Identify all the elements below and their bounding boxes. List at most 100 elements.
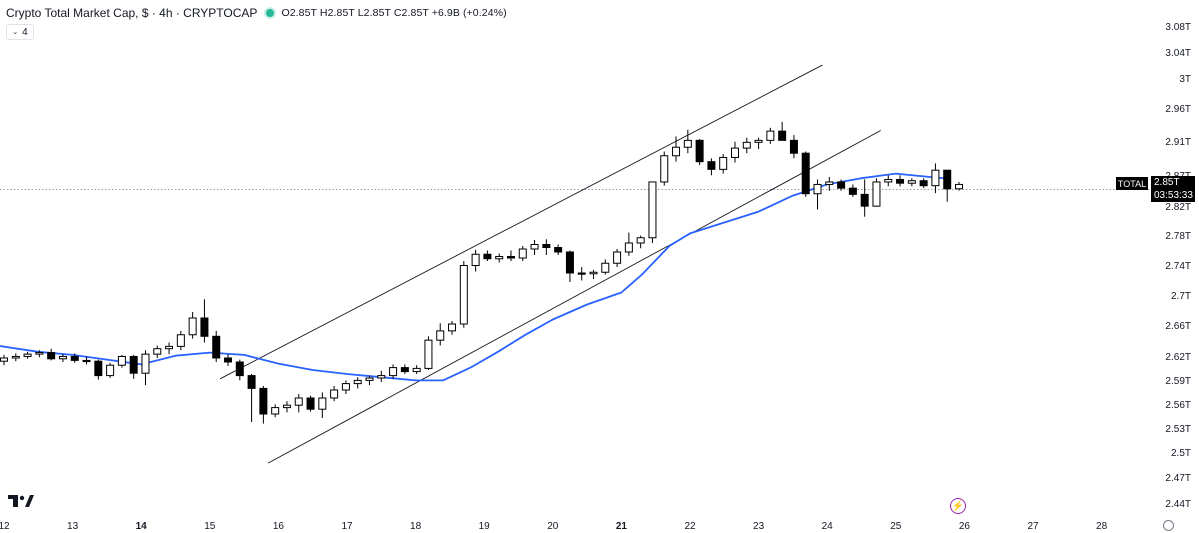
candle[interactable] [94,359,103,380]
candle[interactable] [483,250,492,262]
candle[interactable] [247,374,256,422]
candle[interactable] [766,127,775,144]
candle[interactable] [129,354,138,379]
candle[interactable] [365,375,374,386]
candle[interactable] [188,312,197,339]
candle[interactable] [506,250,515,262]
candle[interactable] [471,249,480,272]
candle[interactable] [282,401,291,413]
candle[interactable] [318,392,327,418]
candle[interactable] [577,267,586,281]
candle[interactable] [271,404,280,418]
candle[interactable] [306,395,315,412]
candle[interactable] [565,250,574,283]
candle-body-up [601,262,610,273]
candle[interactable] [719,154,728,174]
candle[interactable] [200,299,209,343]
candle[interactable] [742,137,751,154]
candle-body-up [813,183,822,195]
candle[interactable] [117,354,126,368]
candle[interactable] [825,177,834,191]
candle[interactable] [542,239,551,255]
candle[interactable] [636,235,645,249]
candle-body-up [459,265,468,325]
candle[interactable] [141,350,150,386]
candle[interactable] [778,121,787,141]
candle[interactable] [907,178,916,187]
candle[interactable] [530,240,539,255]
candle[interactable] [789,135,798,159]
candle[interactable] [176,330,185,351]
candle[interactable] [424,336,433,370]
candle[interactable] [837,179,846,191]
candle[interactable] [613,249,622,267]
candle[interactable] [459,261,468,328]
candle[interactable] [224,354,233,366]
channel-line[interactable] [267,130,881,464]
ohlc-values: O2.85T H2.85T L2.85T C2.85T +6.9B (+0.24… [281,7,507,19]
candle[interactable] [707,158,716,176]
candle[interactable] [518,246,527,261]
candle[interactable] [695,139,704,166]
candle[interactable] [389,364,398,379]
indicator-collapse-button[interactable]: ⌄ 4 [6,24,34,40]
channel-line[interactable] [219,64,823,380]
candle[interactable] [624,232,633,256]
candle[interactable] [601,259,610,275]
candle[interactable] [259,386,268,424]
candle[interactable] [896,175,905,187]
candle[interactable] [943,169,952,202]
candle[interactable] [0,354,8,366]
candle[interactable] [660,151,669,186]
candle-body-up [11,355,20,359]
candle[interactable] [153,345,162,358]
candle[interactable] [683,129,692,154]
market-status-icon[interactable] [266,9,275,17]
candle[interactable] [495,253,504,263]
candle[interactable] [341,380,350,394]
tradingview-logo-icon[interactable] [8,494,34,508]
candle[interactable] [11,353,20,362]
candle[interactable] [860,179,869,217]
candle[interactable] [813,179,822,210]
candle[interactable] [754,137,763,149]
candle[interactable] [589,270,598,279]
candle[interactable] [400,364,409,374]
candle[interactable] [554,244,563,256]
lightning-icon[interactable]: ⚡ [950,498,966,514]
candle[interactable] [412,365,421,374]
candle[interactable] [70,353,79,363]
candle[interactable] [58,354,67,362]
candle[interactable] [672,136,681,162]
candle[interactable] [294,394,303,413]
candle[interactable] [884,175,893,187]
candle[interactable] [47,348,56,361]
candle[interactable] [165,342,174,355]
settings-icon[interactable] [1163,520,1174,531]
candle[interactable] [330,386,339,402]
moving-average-line[interactable] [0,172,951,382]
chart-title[interactable]: Crypto Total Market Cap, $ · 4h · CRYPTO… [6,6,258,20]
candle[interactable] [82,356,91,365]
candle[interactable] [377,370,386,382]
candle[interactable] [919,178,928,189]
candle[interactable] [955,181,963,191]
candle[interactable] [235,359,244,381]
candle[interactable] [848,184,857,197]
candle[interactable] [448,321,457,335]
candle[interactable] [212,330,221,362]
candle-body-down [896,178,905,184]
candle[interactable] [648,181,657,243]
candle-body-down [707,161,716,170]
candle[interactable] [353,377,362,389]
candle[interactable] [23,351,32,359]
candle[interactable] [872,178,881,207]
candle[interactable] [35,350,44,358]
candle[interactable] [106,362,115,378]
candle[interactable] [801,151,810,197]
candle[interactable] [436,323,445,346]
candle[interactable] [931,163,940,194]
candle[interactable] [730,141,739,163]
